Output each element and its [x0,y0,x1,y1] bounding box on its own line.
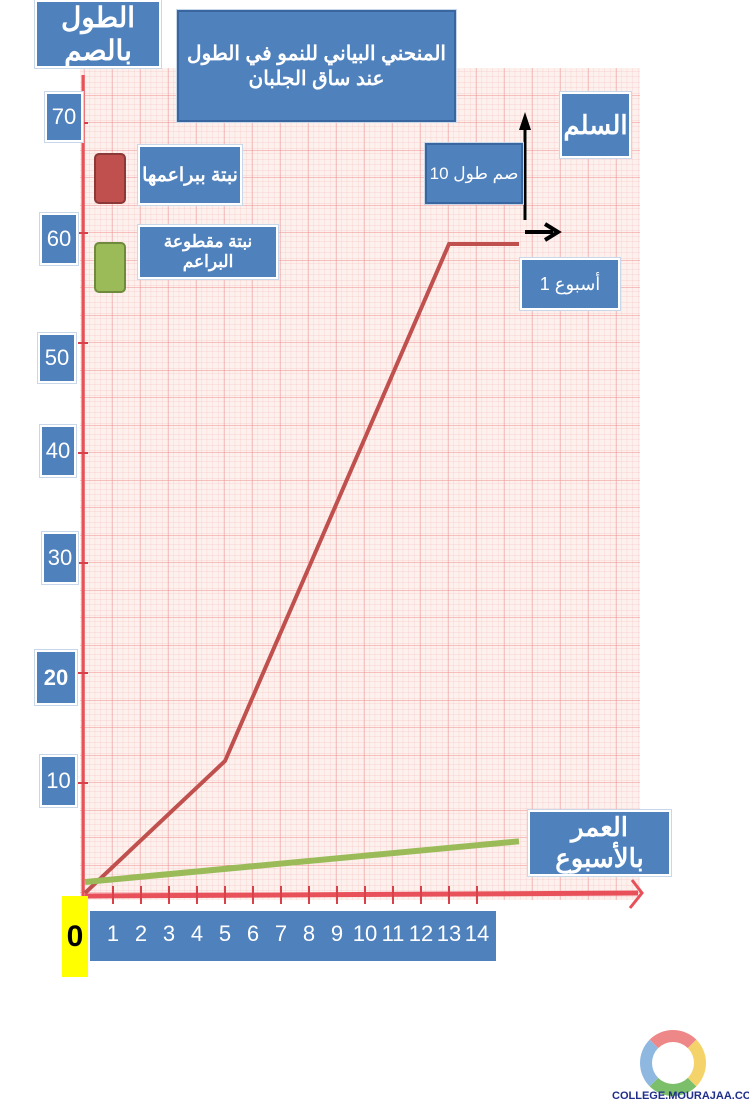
scale-x-unit: 1 أسبوع [520,258,620,310]
x-tick-label: 6 [246,921,260,946]
scale-arrow-vertical-head [519,112,531,130]
origin-label: 0 [62,896,88,977]
x-tick-label: 8 [302,921,316,946]
x-tick-label: 3 [162,921,176,946]
x-tick-label: 7 [274,921,288,946]
legend-label-green: نبتة مقطوعة البراعم [138,225,278,279]
x-tick-label: 2 [134,921,148,946]
y-tick-30: 30 [42,532,78,584]
chart-title: المنحني البياني للنمو في الطول عند ساق ا… [177,10,456,122]
x-tick-label: 1 [106,921,120,946]
x-tick-label: 13 [436,921,462,946]
y-tick-40: 40 [40,425,76,477]
x-tick-label: 5 [218,921,232,946]
y-tick-70: 70 [45,92,83,142]
x-tick-label: 9 [330,921,344,946]
x-axis [84,890,639,899]
legend-swatch-green [94,242,126,293]
y-axis-title: الطول بالصم [35,0,161,68]
x-tick-label: 11 [381,921,405,946]
y-tick-50: 50 [38,333,76,383]
scale-arrow-horizontal-head [543,222,562,242]
x-tick-labels: 1 2 3 4 5 6 7 8 9 10 11 12 13 14 [90,911,496,961]
legend-label-red: نبتة ببراعمها [138,145,242,205]
series-line-red [83,242,519,895]
site-logo [640,1030,706,1096]
scale-y-unit: 10 صم طول [425,143,523,204]
grid-coarse [80,68,640,900]
y-tick-10: 10 [40,755,77,807]
x-axis-title: العمر بالأسبوع [528,810,671,876]
x-tick-label: 4 [190,921,204,946]
x-tick-label: 14 [464,921,490,946]
x-tick-label: 12 [408,921,434,946]
scale-title: السلم [560,92,631,158]
legend-swatch-red [94,153,126,204]
x-tick-label: 10 [352,921,378,946]
x-axis-arrowhead [628,879,644,909]
y-tick-60: 60 [40,213,78,265]
series-line-green [84,838,520,885]
watermark: COLLEGE.MOURAJAA.COM [612,1090,749,1102]
y-tick-20: 20 [35,650,77,705]
